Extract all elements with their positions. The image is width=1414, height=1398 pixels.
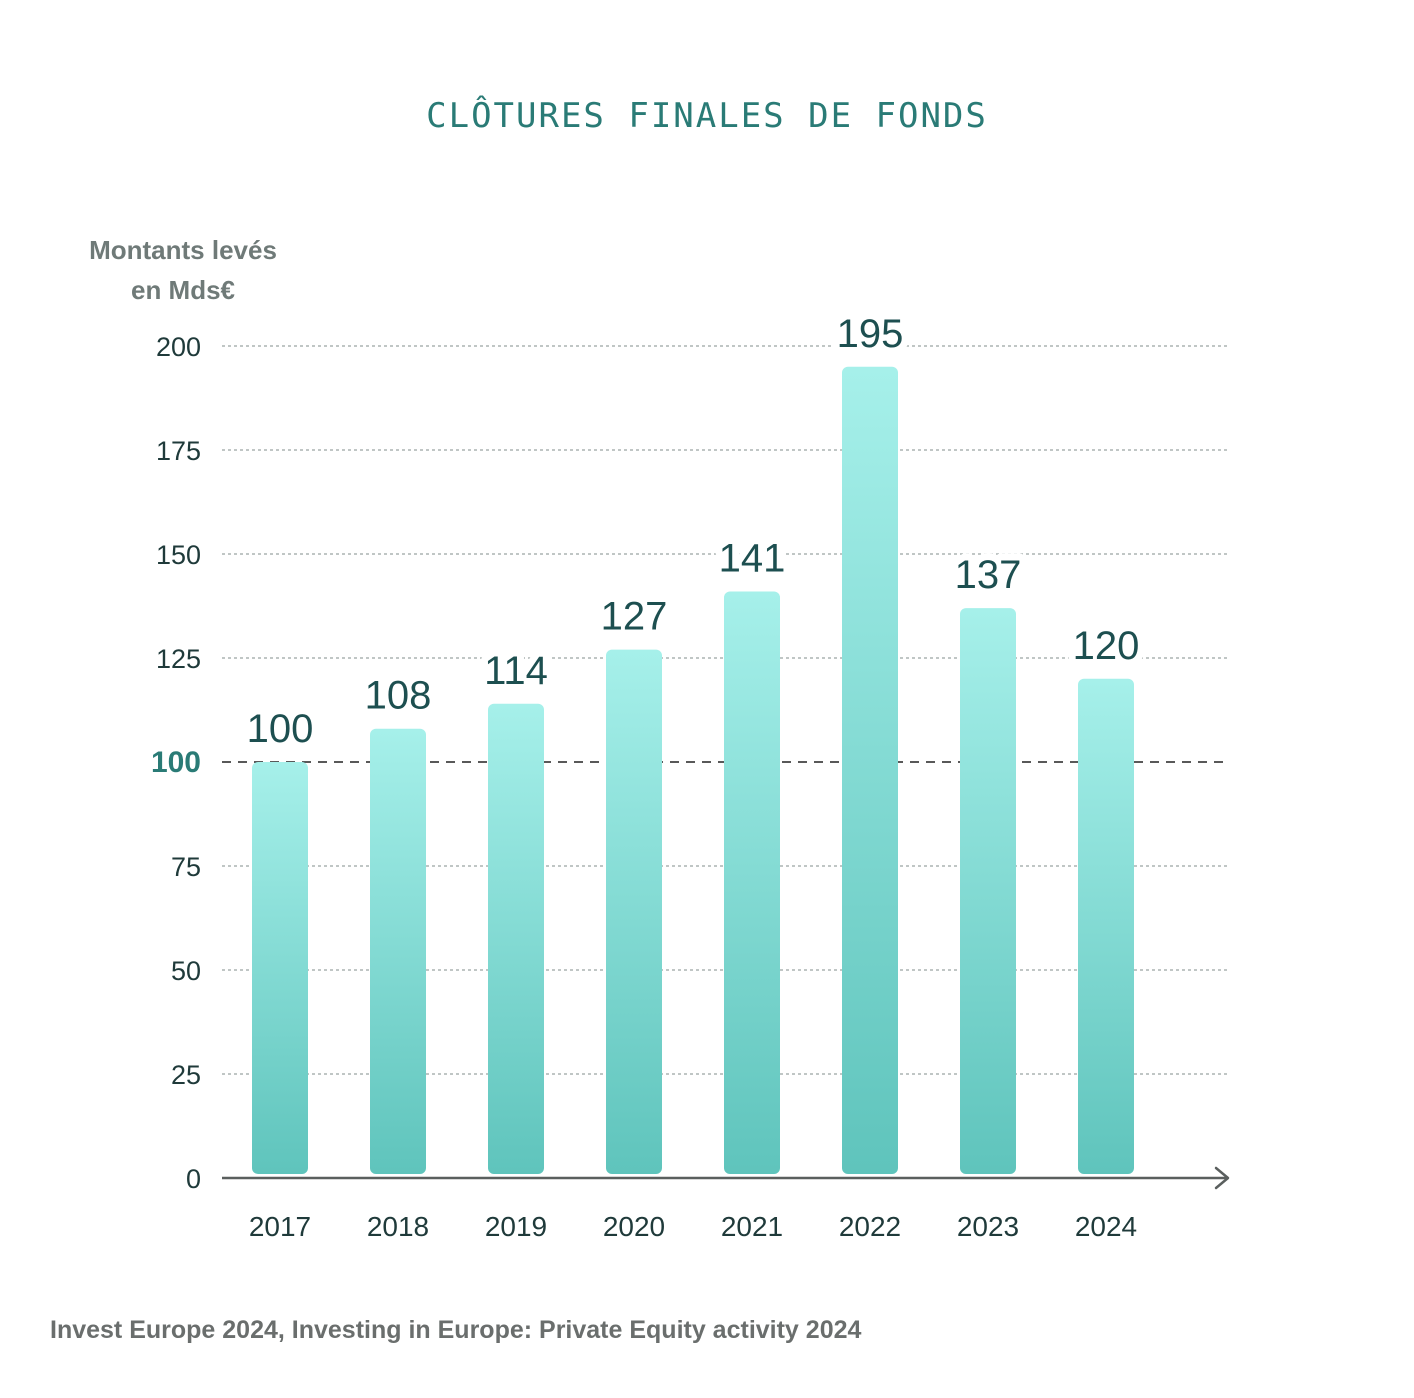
x-tick-label-2017: 2017	[249, 1211, 311, 1242]
y-axis-title-line-2: en Mds€	[130, 275, 236, 305]
x-tick-label-2023: 2023	[957, 1211, 1019, 1242]
value-label-halo-2018: 108	[365, 674, 432, 718]
bar-2020	[606, 649, 662, 1174]
x-tick-label-2024: 2024	[1075, 1211, 1137, 1242]
y-tick-label-75: 75	[171, 852, 201, 882]
x-tick-label-2018: 2018	[367, 1211, 429, 1242]
y-tick-label-0: 0	[186, 1164, 201, 1194]
bar-2024	[1078, 678, 1134, 1174]
y-tick-label-25: 25	[171, 1060, 201, 1090]
axes	[222, 1166, 1230, 1190]
labels: 0255075100125150175200100100201710810820…	[151, 305, 1146, 1242]
value-label-2018: 108	[365, 674, 432, 718]
value-label-halo-2020: 127	[601, 595, 668, 639]
y-tick-label-150: 150	[156, 540, 201, 570]
y-axis-title: Montants levés en Mds€	[60, 230, 306, 310]
bar-2018	[370, 728, 426, 1174]
x-axis-arrow-icon	[1214, 1166, 1230, 1190]
y-tick-label-50: 50	[171, 956, 201, 986]
value-label-2023: 137	[955, 553, 1022, 597]
bars	[252, 366, 1134, 1174]
y-tick-label-125: 125	[156, 644, 201, 674]
value-label-2019: 114	[484, 649, 548, 693]
reference-line-label: 100	[151, 746, 201, 779]
value-label-2020: 127	[601, 595, 668, 639]
bar-2017	[252, 762, 308, 1174]
x-tick-label-2019: 2019	[485, 1211, 547, 1242]
bar-2022	[842, 366, 898, 1174]
bar-2023	[960, 608, 1016, 1174]
value-label-halo-2024: 120	[1073, 624, 1140, 668]
source-note: Invest Europe 2024, Investing in Europe:…	[50, 1316, 862, 1344]
y-tick-label-175: 175	[156, 436, 201, 466]
value-label-2017: 100	[247, 707, 314, 751]
value-label-halo-2019: 114	[484, 649, 548, 693]
value-label-2022: 195	[837, 312, 904, 356]
bar-2021	[724, 591, 780, 1174]
value-label-2024: 120	[1073, 624, 1140, 668]
y-tick-label-200: 200	[156, 332, 201, 362]
value-label-halo-2023: 137	[955, 553, 1022, 597]
bar-2019	[488, 703, 544, 1174]
x-tick-label-2022: 2022	[839, 1211, 901, 1242]
value-label-2021: 141	[719, 536, 786, 580]
y-axis-title-line-1: Montants levés	[89, 235, 277, 265]
x-tick-label-2020: 2020	[603, 1211, 665, 1242]
value-label-halo-2021: 141	[719, 536, 786, 580]
chart-title: CLÔTURES FINALES DE FONDS	[426, 96, 988, 136]
value-label-halo-2017: 100	[247, 707, 314, 751]
value-label-halo-2022: 195	[837, 312, 904, 356]
x-tick-label-2021: 2021	[721, 1211, 783, 1242]
